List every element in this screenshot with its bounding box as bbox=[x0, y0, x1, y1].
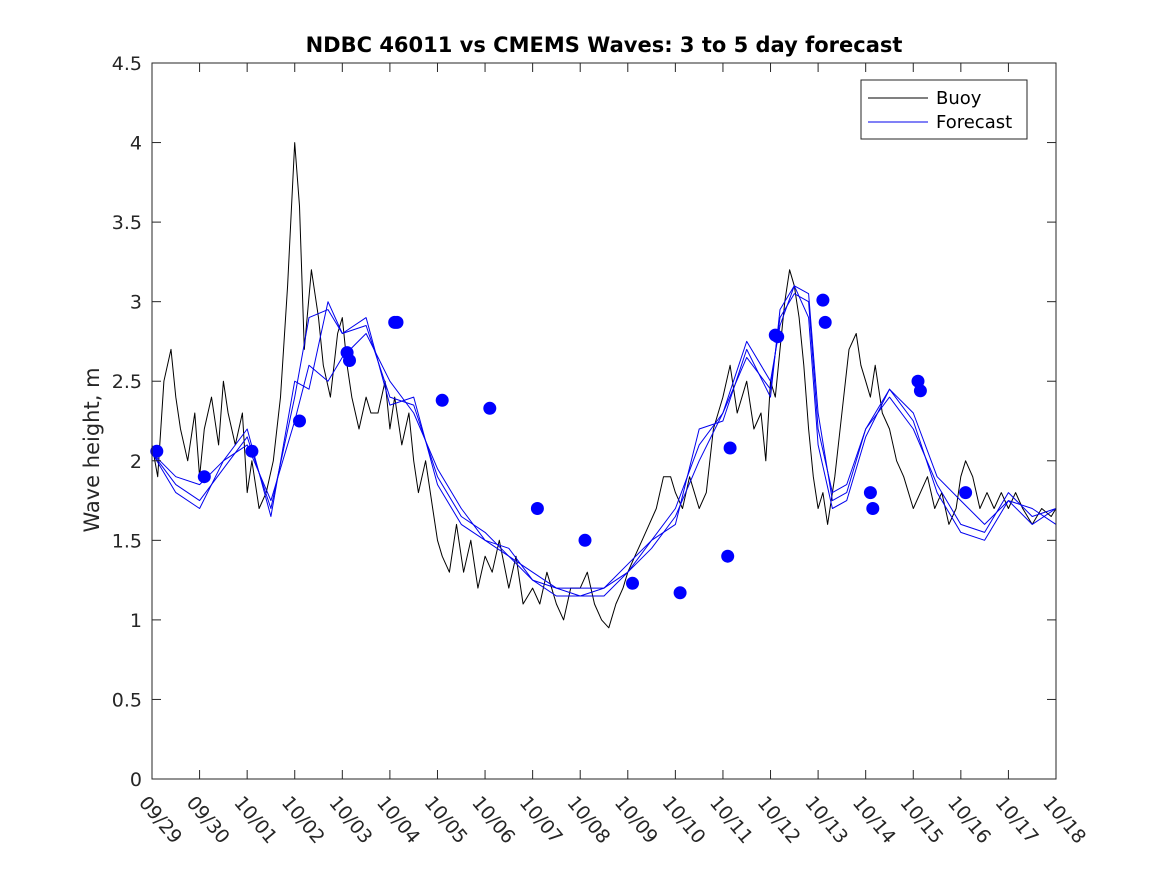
x-tick-label: 09/30 bbox=[182, 792, 234, 848]
x-tick-label: 10/07 bbox=[515, 792, 567, 848]
series-layer bbox=[151, 142, 1057, 629]
forecast-marker bbox=[959, 486, 973, 500]
forecast-marker bbox=[673, 586, 687, 600]
tick-layer: 0 0.5 1 1.5 2 2.5 3 3.5 4 4.5 09/2909/3010/0110/02… bbox=[112, 53, 1090, 848]
legend-forecast-label: Forecast bbox=[936, 112, 1012, 133]
legend: Buoy Forecast bbox=[860, 79, 1028, 140]
x-tick-label: 10/09 bbox=[610, 792, 662, 848]
x-tick-label: 10/02 bbox=[277, 792, 329, 848]
x-tick-label: 10/16 bbox=[943, 792, 995, 848]
chart-title: NDBC 46011 vs CMEMS Waves: 3 to 5 day fo… bbox=[306, 33, 903, 57]
x-tick-label: 10/15 bbox=[895, 792, 947, 848]
forecast-marker bbox=[863, 486, 877, 500]
series-forecast-line-1 bbox=[151, 285, 1057, 589]
y-tick-label: 1 bbox=[130, 610, 142, 632]
x-tick-label: 10/17 bbox=[991, 792, 1043, 848]
forecast-marker bbox=[197, 470, 211, 484]
forecast-marker bbox=[150, 444, 164, 458]
y-tick-label: 3 bbox=[130, 292, 142, 314]
y-tick-label: 1.5 bbox=[112, 530, 142, 552]
plot-frame bbox=[151, 62, 1057, 780]
forecast-marker bbox=[818, 315, 832, 329]
forecast-marker bbox=[390, 315, 404, 329]
x-tick-label: 10/11 bbox=[705, 792, 757, 848]
series-forecast-line-3 bbox=[151, 285, 1057, 597]
forecast-marker bbox=[771, 330, 785, 344]
forecast-marker bbox=[626, 576, 639, 590]
x-tick-label: 10/03 bbox=[324, 792, 376, 848]
forecast-marker bbox=[913, 384, 927, 398]
forecast-marker bbox=[435, 393, 449, 407]
y-tick-label: 4 bbox=[130, 133, 142, 155]
forecast-marker bbox=[343, 354, 356, 367]
x-tick-label: 10/10 bbox=[658, 792, 710, 848]
forecast-marker bbox=[723, 441, 737, 455]
forecast-marker bbox=[483, 401, 497, 415]
forecast-marker bbox=[816, 293, 830, 307]
marker-layer bbox=[150, 293, 973, 600]
y-tick-label: 0.5 bbox=[112, 689, 142, 711]
forecast-marker bbox=[866, 502, 880, 515]
y-tick-label: 4.5 bbox=[112, 53, 142, 75]
forecast-marker bbox=[293, 414, 306, 428]
legend-buoy-label: Buoy bbox=[936, 88, 982, 109]
x-tick-label: 10/18 bbox=[1038, 792, 1090, 848]
x-tick-label: 10/12 bbox=[753, 792, 805, 848]
y-axis-label: Wave height, m bbox=[80, 367, 104, 532]
series-buoy-line bbox=[151, 142, 1057, 629]
y-tick-label: 0 bbox=[130, 769, 142, 791]
y-tick-label: 2.5 bbox=[112, 371, 142, 393]
legend-box bbox=[860, 79, 1028, 140]
x-tick-label: 10/05 bbox=[420, 792, 472, 848]
x-tick-label: 10/01 bbox=[229, 792, 281, 848]
y-tick-label: 3.5 bbox=[112, 212, 142, 234]
x-tick-label: 09/29 bbox=[134, 792, 186, 848]
y-tick-label: 2 bbox=[130, 451, 142, 473]
x-tick-label: 10/04 bbox=[372, 792, 424, 848]
x-tick-label: 10/13 bbox=[800, 792, 852, 848]
x-tick-label: 10/08 bbox=[562, 792, 614, 848]
series-forecast-line-2 bbox=[151, 293, 1057, 597]
forecast-marker bbox=[245, 444, 259, 458]
x-tick-label: 10/06 bbox=[467, 792, 519, 848]
forecast-marker bbox=[578, 533, 592, 547]
forecast-marker bbox=[530, 502, 544, 515]
x-tick-label: 10/14 bbox=[848, 792, 900, 848]
forecast-marker bbox=[721, 549, 735, 563]
